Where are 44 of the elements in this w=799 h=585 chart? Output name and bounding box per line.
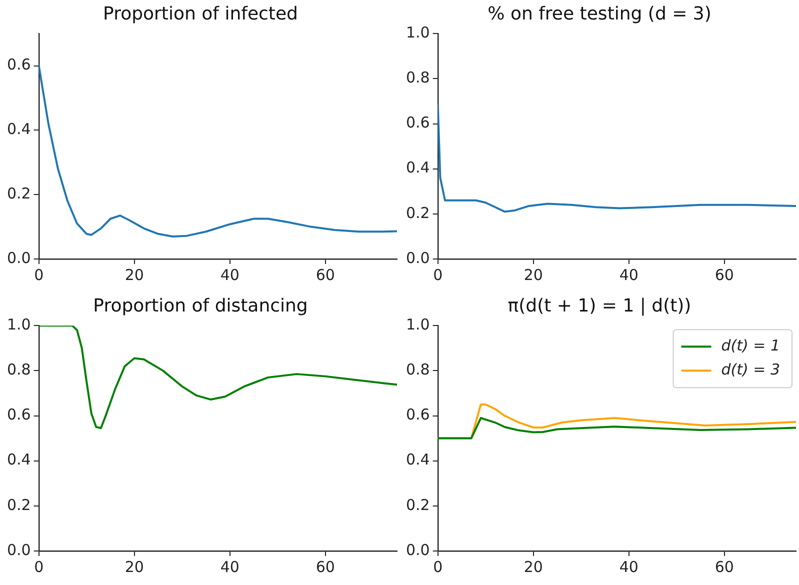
x-tick-label: 60 [714,266,734,284]
x-tick-label: 60 [714,558,734,576]
y-tick-label: 0.6 [406,406,430,424]
y-tick-label: 0.0 [406,248,430,267]
y-tick-label: 1.0 [406,23,430,42]
y-tick-label: 0.8 [406,360,430,379]
x-tick-label: 40 [220,266,240,284]
y-tick-label: 1.0 [406,315,430,334]
y-tick-label: 0.6 [6,406,31,424]
x-tick-label: 0 [34,558,44,576]
x-tick-label: 40 [619,266,638,284]
y-tick-label: 0.0 [6,540,31,559]
y-tick-label: 0.2 [406,496,430,514]
y-tick-label: 0.2 [6,184,31,202]
y-tick-label: 0.4 [406,450,430,469]
y-tick-label: 0.0 [406,540,430,559]
y-tick-label: 0.4 [6,450,31,469]
x-tick-label: 60 [316,266,335,284]
x-tick-label: 40 [220,558,240,576]
y-tick-label: 0.4 [406,158,430,177]
y-tick-label: 0.8 [406,68,430,87]
legend-label: d(t) = 1 [721,336,780,354]
y-tick-label: 0.8 [6,360,31,379]
x-tick-label: 0 [34,266,44,284]
x-tick-label: 0 [433,266,443,284]
y-tick-label: 1.0 [6,315,31,334]
x-tick-label: 20 [524,266,543,284]
chart-title: Proportion of infected [103,3,298,24]
x-tick-label: 20 [524,558,543,576]
y-tick-label: 0.6 [406,114,430,132]
chart-title: % on free testing (d = 3) [488,3,712,24]
y-tick-label: 0.0 [6,248,31,267]
x-tick-label: 0 [433,558,443,576]
chart-title: π(d(t + 1) = 1 | d(t)) [508,295,692,316]
x-tick-label: 40 [619,558,638,576]
x-tick-label: 20 [124,558,144,576]
y-tick-label: 0.6 [6,56,31,74]
y-tick-label: 0.4 [6,120,31,138]
x-tick-label: 20 [124,266,144,284]
chart-title: Proportion of distancing [93,295,308,316]
x-tick-label: 60 [316,558,335,576]
y-tick-label: 0.2 [406,204,430,222]
y-tick-label: 0.2 [6,496,31,514]
legend-label: d(t) = 3 [721,360,780,378]
